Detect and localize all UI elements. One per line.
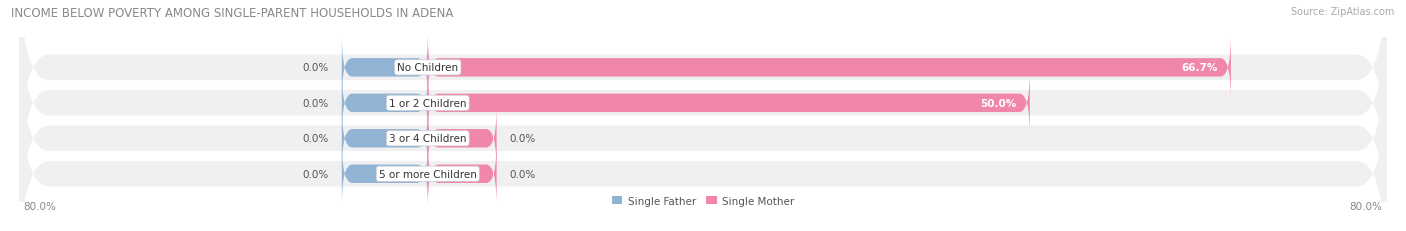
Text: Source: ZipAtlas.com: Source: ZipAtlas.com bbox=[1291, 7, 1395, 17]
FancyBboxPatch shape bbox=[20, 63, 1386, 231]
Text: No Children: No Children bbox=[398, 63, 458, 73]
Text: 0.0%: 0.0% bbox=[302, 169, 329, 179]
Text: 80.0%: 80.0% bbox=[1350, 201, 1382, 212]
FancyBboxPatch shape bbox=[427, 70, 1029, 137]
Text: 0.0%: 0.0% bbox=[302, 98, 329, 108]
Legend: Single Father, Single Mother: Single Father, Single Mother bbox=[607, 192, 799, 210]
FancyBboxPatch shape bbox=[20, 0, 1386, 179]
FancyBboxPatch shape bbox=[427, 106, 496, 172]
Text: 50.0%: 50.0% bbox=[980, 98, 1017, 108]
Text: 1 or 2 Children: 1 or 2 Children bbox=[389, 98, 467, 108]
Text: 0.0%: 0.0% bbox=[509, 134, 536, 144]
Text: 0.0%: 0.0% bbox=[509, 169, 536, 179]
Text: 0.0%: 0.0% bbox=[302, 134, 329, 144]
FancyBboxPatch shape bbox=[342, 70, 427, 137]
Text: 0.0%: 0.0% bbox=[302, 63, 329, 73]
Text: INCOME BELOW POVERTY AMONG SINGLE-PARENT HOUSEHOLDS IN ADENA: INCOME BELOW POVERTY AMONG SINGLE-PARENT… bbox=[11, 7, 454, 20]
FancyBboxPatch shape bbox=[342, 35, 427, 101]
Text: 66.7%: 66.7% bbox=[1181, 63, 1218, 73]
FancyBboxPatch shape bbox=[342, 141, 427, 207]
FancyBboxPatch shape bbox=[427, 141, 496, 207]
FancyBboxPatch shape bbox=[342, 106, 427, 172]
Text: 80.0%: 80.0% bbox=[24, 201, 56, 212]
Text: 3 or 4 Children: 3 or 4 Children bbox=[389, 134, 467, 144]
Text: 5 or more Children: 5 or more Children bbox=[378, 169, 477, 179]
FancyBboxPatch shape bbox=[427, 35, 1230, 101]
FancyBboxPatch shape bbox=[20, 0, 1386, 214]
FancyBboxPatch shape bbox=[20, 28, 1386, 231]
